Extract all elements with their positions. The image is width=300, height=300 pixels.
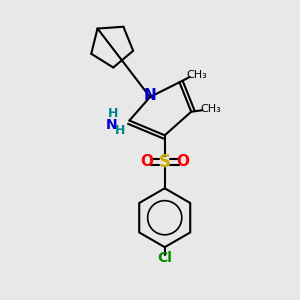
Text: CH₃: CH₃: [187, 70, 208, 80]
Text: N: N: [144, 88, 156, 103]
Text: O: O: [176, 154, 190, 169]
Text: O: O: [140, 154, 153, 169]
Text: S: S: [159, 153, 171, 171]
Text: CH₃: CH₃: [200, 104, 221, 114]
Text: Cl: Cl: [157, 251, 172, 266]
Text: N: N: [106, 118, 118, 132]
Text: H: H: [108, 107, 119, 120]
Text: H: H: [116, 124, 126, 137]
